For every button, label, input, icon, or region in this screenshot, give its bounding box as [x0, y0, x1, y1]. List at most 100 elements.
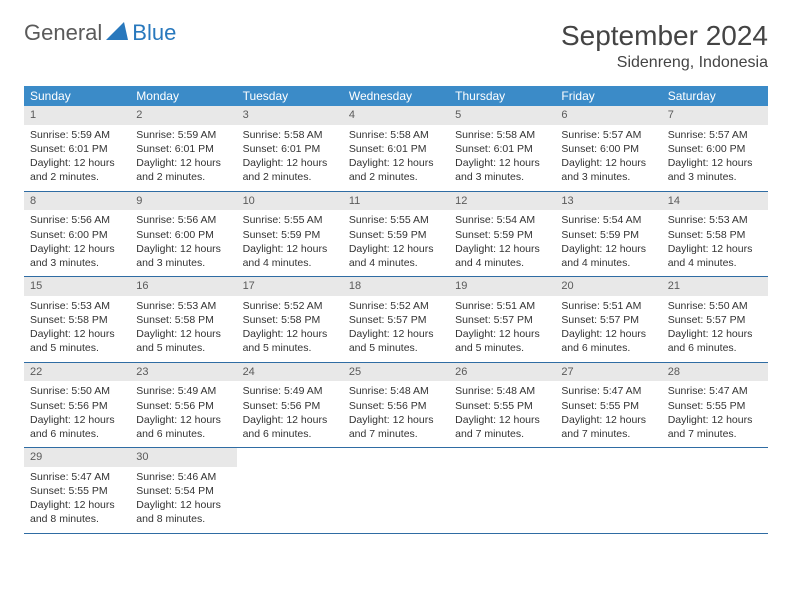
day-number: 28 [662, 363, 768, 382]
day-daylight: Daylight: 12 hours and 5 minutes. [136, 327, 230, 355]
logo-text-general: General [24, 20, 102, 46]
day-daylight: Daylight: 12 hours and 3 minutes. [455, 156, 549, 184]
day-number: 22 [24, 363, 130, 382]
day-number: 13 [555, 192, 661, 211]
day-sunset: Sunset: 6:01 PM [455, 142, 549, 156]
day-sunrise: Sunrise: 5:47 AM [668, 384, 762, 398]
day-sunset: Sunset: 6:00 PM [668, 142, 762, 156]
day-cell: 23 Sunrise: 5:49 AMSunset: 5:56 PMDayligh… [130, 363, 236, 448]
day-sunrise: Sunrise: 5:56 AM [136, 213, 230, 227]
day-sunrise: Sunrise: 5:58 AM [455, 128, 549, 142]
day-number: 23 [130, 363, 236, 382]
day-number: 17 [237, 277, 343, 296]
day-number: 16 [130, 277, 236, 296]
day-cell: 12Sunrise: 5:54 AMSunset: 5:59 PMDayligh… [449, 192, 555, 277]
day-daylight: Daylight: 12 hours and 7 minutes. [455, 413, 549, 441]
day-number: 2 [130, 106, 236, 125]
day-cell: 16Sunrise: 5:53 AMSunset: 5:58 PMDayligh… [130, 277, 236, 362]
day-cell: 28Sunrise: 5:47 AMSunset: 5:55 PMDayligh… [662, 363, 768, 448]
day-body: Sunrise: 5:57 AMSunset: 6:00 PMDaylight:… [662, 125, 768, 191]
logo-triangle-icon [106, 22, 128, 45]
day-daylight: Daylight: 12 hours and 4 minutes. [243, 242, 337, 270]
day-number: 4 [343, 106, 449, 125]
header: General Blue September 2024 Sidenreng, I… [24, 20, 768, 72]
day-daylight: Daylight: 12 hours and 5 minutes. [30, 327, 124, 355]
day-body: Sunrise: 5:50 AMSunset: 5:57 PMDaylight:… [662, 296, 768, 362]
day-daylight: Daylight: 12 hours and 5 minutes. [455, 327, 549, 355]
day-sunrise: Sunrise: 5:49 AM [136, 384, 230, 398]
day-sunset: Sunset: 5:58 PM [668, 228, 762, 242]
weekday-header: Thursday [449, 86, 555, 106]
day-sunset: Sunset: 5:57 PM [668, 313, 762, 327]
day-body: Sunrise: 5:50 AMSunset: 5:56 PMDaylight:… [24, 381, 130, 447]
week-row: 15Sunrise: 5:53 AMSunset: 5:58 PMDayligh… [24, 277, 768, 363]
day-sunset: Sunset: 5:55 PM [561, 399, 655, 413]
day-daylight: Daylight: 12 hours and 3 minutes. [30, 242, 124, 270]
day-number: 30 [130, 448, 236, 467]
day-cell: 25Sunrise: 5:48 AMSunset: 5:56 PMDayligh… [343, 363, 449, 448]
day-sunrise: Sunrise: 5:54 AM [455, 213, 549, 227]
day-body: Sunrise: 5:53 AMSunset: 5:58 PMDaylight:… [130, 296, 236, 362]
day-sunrise: Sunrise: 5:56 AM [30, 213, 124, 227]
day-sunset: Sunset: 6:00 PM [30, 228, 124, 242]
day-number: 24 [237, 363, 343, 382]
day-daylight: Daylight: 12 hours and 2 minutes. [243, 156, 337, 184]
day-cell: 13Sunrise: 5:54 AMSunset: 5:59 PMDayligh… [555, 192, 661, 277]
day-sunset: Sunset: 5:59 PM [243, 228, 337, 242]
day-body: Sunrise: 5:47 AMSunset: 5:55 PMDaylight:… [662, 381, 768, 447]
day-sunrise: Sunrise: 5:49 AM [243, 384, 337, 398]
day-sunset: Sunset: 5:56 PM [243, 399, 337, 413]
day-daylight: Daylight: 12 hours and 8 minutes. [30, 498, 124, 526]
day-daylight: Daylight: 12 hours and 4 minutes. [349, 242, 443, 270]
day-cell: 15Sunrise: 5:53 AMSunset: 5:58 PMDayligh… [24, 277, 130, 362]
day-daylight: Daylight: 12 hours and 2 minutes. [136, 156, 230, 184]
logo-text-blue: Blue [132, 20, 176, 46]
day-body: Sunrise: 5:54 AMSunset: 5:59 PMDaylight:… [449, 210, 555, 276]
day-sunset: Sunset: 5:56 PM [349, 399, 443, 413]
day-body: Sunrise: 5:58 AMSunset: 6:01 PMDaylight:… [343, 125, 449, 191]
day-number: 11 [343, 192, 449, 211]
day-sunrise: Sunrise: 5:52 AM [349, 299, 443, 313]
day-cell: 22Sunrise: 5:50 AMSunset: 5:56 PMDayligh… [24, 363, 130, 448]
day-sunset: Sunset: 5:59 PM [349, 228, 443, 242]
day-body: Sunrise: 5:59 AMSunset: 6:01 PMDaylight:… [130, 125, 236, 191]
day-sunrise: Sunrise: 5:57 AM [561, 128, 655, 142]
location: Sidenreng, Indonesia [561, 54, 768, 72]
weekday-header-row: Sunday Monday Tuesday Wednesday Thursday… [24, 86, 768, 106]
day-sunrise: Sunrise: 5:57 AM [668, 128, 762, 142]
day-daylight: Daylight: 12 hours and 7 minutes. [349, 413, 443, 441]
day-body: Sunrise: 5:53 AMSunset: 5:58 PMDaylight:… [24, 296, 130, 362]
day-sunrise: Sunrise: 5:55 AM [349, 213, 443, 227]
day-sunset: Sunset: 5:59 PM [561, 228, 655, 242]
day-cell: 19Sunrise: 5:51 AMSunset: 5:57 PMDayligh… [449, 277, 555, 362]
day-sunrise: Sunrise: 5:55 AM [243, 213, 337, 227]
day-body: Sunrise: 5:48 AMSunset: 5:56 PMDaylight:… [343, 381, 449, 447]
weekday-header: Monday [130, 86, 236, 106]
day-sunrise: Sunrise: 5:50 AM [30, 384, 124, 398]
day-cell: 6Sunrise: 5:57 AMSunset: 6:00 PMDaylight… [555, 106, 661, 191]
day-sunset: Sunset: 5:56 PM [136, 399, 230, 413]
day-sunrise: Sunrise: 5:47 AM [30, 470, 124, 484]
day-number: 19 [449, 277, 555, 296]
day-number: 1 [24, 106, 130, 125]
day-cell: 27Sunrise: 5:47 AMSunset: 5:55 PMDayligh… [555, 363, 661, 448]
day-sunset: Sunset: 5:58 PM [136, 313, 230, 327]
day-sunrise: Sunrise: 5:51 AM [455, 299, 549, 313]
day-sunset: Sunset: 5:57 PM [561, 313, 655, 327]
day-daylight: Daylight: 12 hours and 4 minutes. [455, 242, 549, 270]
day-sunset: Sunset: 5:55 PM [30, 484, 124, 498]
day-cell: 7Sunrise: 5:57 AMSunset: 6:00 PMDaylight… [662, 106, 768, 191]
day-daylight: Daylight: 12 hours and 6 minutes. [136, 413, 230, 441]
day-cell: 26Sunrise: 5:48 AMSunset: 5:55 PMDayligh… [449, 363, 555, 448]
day-cell: 30Sunrise: 5:46 AMSunset: 5:54 PMDayligh… [130, 448, 236, 533]
logo: General Blue [24, 20, 176, 46]
day-body: Sunrise: 5:54 AMSunset: 5:59 PMDaylight:… [555, 210, 661, 276]
day-sunset: Sunset: 5:56 PM [30, 399, 124, 413]
day-number: 27 [555, 363, 661, 382]
day-body: Sunrise: 5:57 AMSunset: 6:00 PMDaylight:… [555, 125, 661, 191]
day-body: Sunrise: 5:59 AMSunset: 6:01 PMDaylight:… [24, 125, 130, 191]
day-sunrise: Sunrise: 5:46 AM [136, 470, 230, 484]
day-daylight: Daylight: 12 hours and 3 minutes. [668, 156, 762, 184]
day-cell: 8Sunrise: 5:56 AMSunset: 6:00 PMDaylight… [24, 192, 130, 277]
day-sunset: Sunset: 5:54 PM [136, 484, 230, 498]
